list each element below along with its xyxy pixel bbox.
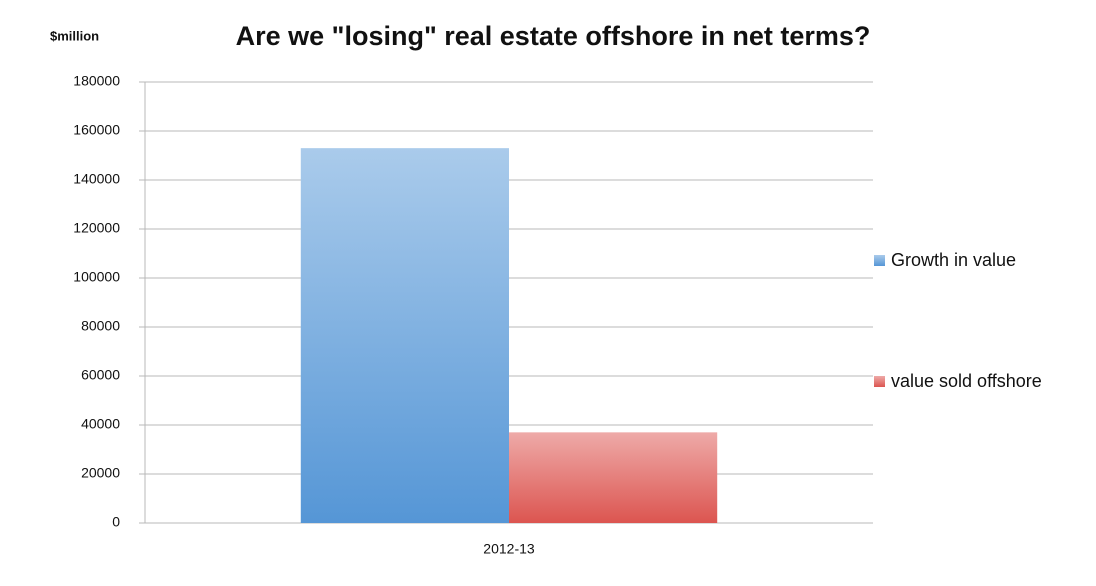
y-tick-label: 80000 — [81, 318, 120, 334]
y-tick-label: 180000 — [73, 73, 120, 89]
legend-label: value sold offshore — [891, 371, 1042, 391]
y-tick-label: 0 — [112, 514, 120, 530]
x-tick-label: 2012-13 — [483, 541, 535, 557]
y-tick-label: 160000 — [73, 122, 120, 138]
bar — [300, 148, 509, 523]
y-tick-label: 120000 — [73, 220, 120, 236]
y-tick-label: 40000 — [81, 416, 120, 432]
legend-swatch — [874, 376, 885, 387]
y-tick-label: 20000 — [81, 465, 120, 481]
chart-title: Are we "losing" real estate offshore in … — [236, 21, 871, 51]
y-tick-label: 60000 — [81, 367, 120, 383]
bar — [509, 432, 718, 523]
y-axis-label: $million — [50, 28, 99, 43]
y-tick-label: 100000 — [73, 269, 120, 285]
legend-swatch — [874, 255, 885, 266]
legend-label: Growth in value — [891, 250, 1016, 270]
y-tick-label: 140000 — [73, 171, 120, 187]
